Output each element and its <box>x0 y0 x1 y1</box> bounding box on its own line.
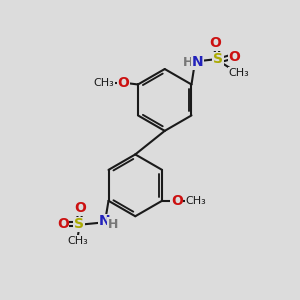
Text: S: S <box>74 217 84 231</box>
Text: CH₃: CH₃ <box>94 78 115 88</box>
Text: H: H <box>183 56 193 69</box>
Text: N: N <box>98 214 110 228</box>
Text: O: O <box>75 201 86 215</box>
Text: H: H <box>108 218 118 231</box>
Text: O: O <box>228 50 240 64</box>
Text: O: O <box>171 194 183 208</box>
Text: O: O <box>57 217 69 231</box>
Text: N: N <box>192 56 203 69</box>
Text: S: S <box>213 52 223 67</box>
Text: CH₃: CH₃ <box>67 236 88 245</box>
Text: CH₃: CH₃ <box>185 196 206 206</box>
Text: CH₃: CH₃ <box>228 68 249 78</box>
Text: O: O <box>209 36 221 50</box>
Text: O: O <box>117 76 129 90</box>
